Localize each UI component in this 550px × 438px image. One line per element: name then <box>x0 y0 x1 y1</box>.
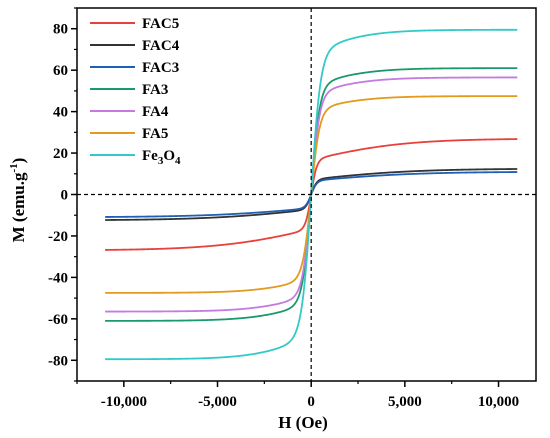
legend-label-fe3o4: Fe3O4 <box>142 148 181 167</box>
x-tick-label: -5,000 <box>198 394 237 410</box>
y-tick-label: 0 <box>61 188 69 204</box>
x-tick-label: 0 <box>307 394 315 410</box>
y-tick-label: 80 <box>53 22 68 38</box>
legend-label-fac5: FAC5 <box>142 16 179 32</box>
y-axis-ticks: -80 -60 -40 -20 0 20 40 60 80 <box>48 7 77 382</box>
y-tick-label: -60 <box>48 312 68 328</box>
y-axis-title-sup: -1 <box>8 163 20 172</box>
y-tick-label: -20 <box>48 229 68 245</box>
y-tick-label: 60 <box>53 63 68 79</box>
legend: FAC5 FAC4 FAC3 FA3 FA4 FA5 Fe3O4 <box>90 16 181 167</box>
legend-label-fa3: FA3 <box>142 82 168 98</box>
legend-label-fa5: FA5 <box>142 126 168 142</box>
x-axis-ticks: -10,000 -5,000 0 5,000 10,000 <box>76 381 519 410</box>
y-axis-title: M (emu.g-1) <box>8 158 28 243</box>
x-axis-title: H (Oe) <box>278 413 328 432</box>
legend-label-fac3: FAC3 <box>142 60 179 76</box>
y-tick-label: 20 <box>53 146 68 162</box>
y-tick-label: 40 <box>53 105 68 121</box>
x-tick-label: -10,000 <box>101 394 147 410</box>
x-tick-label: 10,000 <box>478 394 519 410</box>
y-tick-label: -80 <box>48 353 68 369</box>
y-axis-title-close: ) <box>9 158 28 164</box>
y-tick-label: -40 <box>48 270 68 286</box>
y-axis-title-main: M (emu.g <box>9 172 28 242</box>
legend-label-fac4: FAC4 <box>142 38 180 54</box>
x-tick-label: 5,000 <box>388 394 422 410</box>
legend-label-fa4: FA4 <box>142 104 169 120</box>
